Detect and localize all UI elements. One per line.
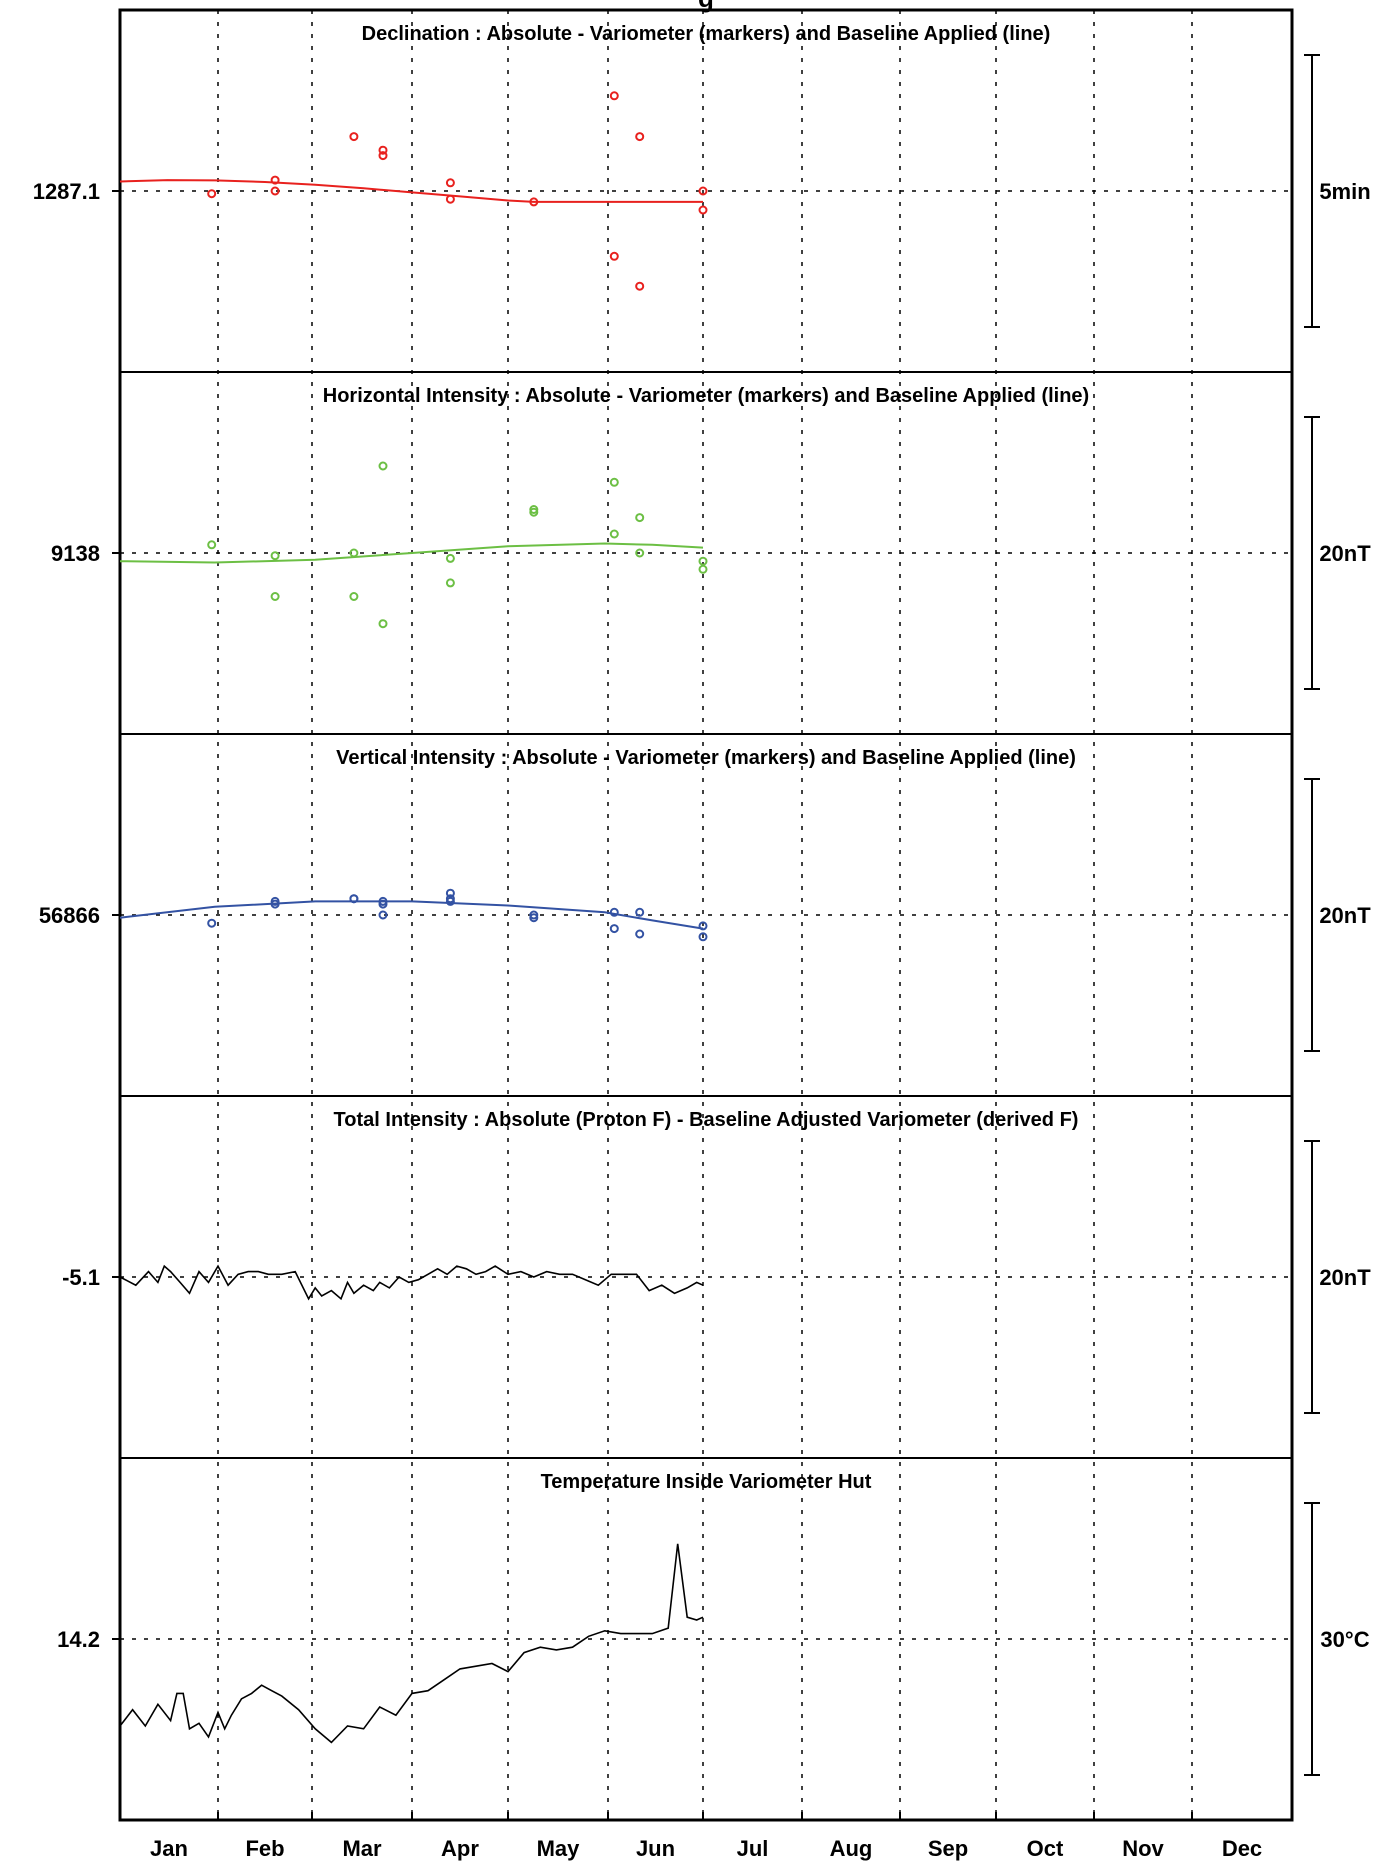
panel-title: Horizontal Intensity : Absolute - Variom…: [323, 385, 1089, 407]
baseline-line: [119, 179, 703, 203]
reference-label: 56866: [39, 903, 100, 928]
month-label: Mar: [342, 1836, 382, 1861]
month-label: Jul: [737, 1836, 769, 1861]
data-marker: [378, 461, 388, 471]
series-line: [119, 1543, 704, 1744]
data-marker: [378, 619, 388, 629]
panel: Declination : Absolute - Variometer (mar…: [33, 23, 1371, 328]
data-marker: [609, 251, 619, 261]
scale-label: 30°C: [1320, 1627, 1369, 1652]
month-label: Jan: [150, 1836, 188, 1861]
month-label: Apr: [441, 1836, 479, 1861]
reference-label: 9138: [51, 541, 100, 566]
reference-label: 1287.1: [33, 179, 100, 204]
data-marker: [445, 888, 455, 898]
data-marker: [635, 907, 645, 917]
month-label: Feb: [245, 1836, 284, 1861]
data-marker: [698, 564, 708, 574]
month-label: Nov: [1122, 1836, 1164, 1861]
panel: Temperature Inside Variometer Hut 14.2 30°…: [57, 1457, 1370, 1776]
data-marker: [270, 186, 280, 196]
data-marker: [378, 145, 388, 155]
month-label: Sep: [928, 1836, 968, 1861]
series-line: [119, 1264, 704, 1301]
data-marker: [445, 178, 455, 188]
data-marker: [445, 194, 455, 204]
data-marker: [609, 907, 619, 917]
data-marker: [635, 548, 645, 558]
data-marker: [270, 551, 280, 561]
data-marker: [207, 189, 217, 199]
data-marker: [609, 924, 619, 934]
baseline-line: [119, 900, 704, 930]
scale-label: 20nT: [1319, 1265, 1371, 1290]
month-label: May: [537, 1836, 581, 1861]
data-marker: [698, 921, 708, 931]
month-axis: Jan Feb Mar Apr May Jun Jul Aug Sep Oct Nov Dec: [150, 1812, 1262, 1861]
data-marker: [635, 513, 645, 523]
month-label: Jun: [636, 1836, 675, 1861]
data-marker: [698, 186, 708, 196]
data-marker: [378, 151, 388, 161]
baseline-line: [119, 542, 704, 564]
panel: Horizontal Intensity : Absolute - Variom…: [51, 371, 1371, 690]
data-marker: [349, 592, 359, 601]
data-marker: [270, 592, 280, 601]
data-marker: [609, 91, 619, 101]
top-title-fragment: g: [698, 0, 714, 13]
data-marker: [635, 929, 645, 939]
month-label: Dec: [1222, 1836, 1262, 1861]
data-marker: [270, 899, 280, 909]
data-marker: [270, 175, 280, 185]
panel-title: Temperature Inside Variometer Hut: [541, 1471, 872, 1493]
data-marker: [445, 578, 455, 588]
month-label: Aug: [830, 1836, 873, 1861]
panel: Vertical Intensity : Absolute - Variomet…: [39, 733, 1371, 1052]
panel-title: Total Intensity : Absolute (Proton F) - …: [334, 1109, 1079, 1131]
scale-label: 20nT: [1319, 903, 1371, 928]
month-label: Oct: [1027, 1836, 1064, 1861]
data-marker: [609, 529, 619, 539]
data-marker: [635, 281, 645, 291]
panels: Declination : Absolute - Variometer (mar…: [33, 23, 1371, 1776]
data-marker: [207, 918, 217, 928]
plot-frame: g: [118, 0, 1294, 1822]
data-marker: [349, 132, 359, 142]
data-marker: [698, 932, 708, 942]
scale-label: 5min: [1319, 179, 1370, 204]
data-marker: [207, 540, 217, 550]
panel-title: Declination : Absolute - Variometer (mar…: [362, 23, 1051, 45]
data-marker: [445, 553, 455, 563]
data-marker: [529, 197, 539, 207]
panel-title: Vertical Intensity : Absolute - Variomet…: [336, 747, 1076, 769]
reference-label: 14.2: [57, 1627, 100, 1652]
data-marker: [529, 910, 539, 920]
grid: [217, 10, 1193, 1820]
data-marker: [698, 205, 708, 215]
data-marker: [378, 896, 388, 906]
data-marker: [349, 894, 359, 904]
panel: Total Intensity : Absolute (Proton F) - …: [62, 1095, 1371, 1414]
data-marker: [635, 132, 645, 142]
data-marker: [609, 477, 619, 487]
data-marker: [529, 507, 539, 517]
data-marker: [378, 910, 388, 920]
data-marker: [445, 896, 455, 906]
data-marker: [698, 556, 708, 566]
data-marker: [349, 548, 359, 558]
scale-label: 20nT: [1319, 541, 1371, 566]
reference-label: -5.1: [62, 1265, 100, 1290]
